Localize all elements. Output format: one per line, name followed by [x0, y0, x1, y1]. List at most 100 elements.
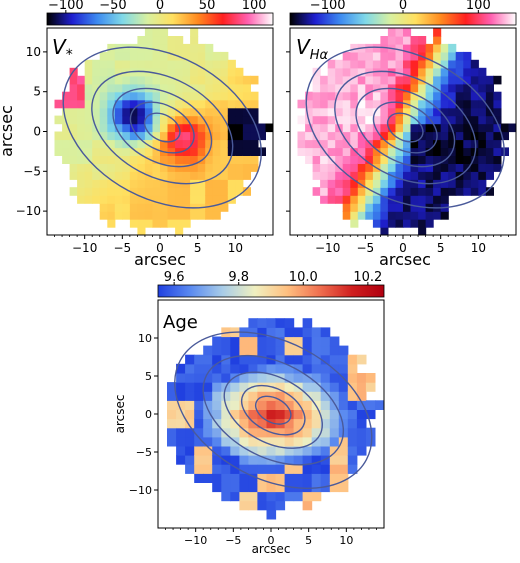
map-pixel: [327, 179, 336, 188]
map-pixel: [257, 373, 267, 383]
map-pixel: [350, 43, 359, 53]
map-pixel: [350, 139, 359, 149]
map-pixel: [327, 131, 336, 141]
map-pixel: [152, 187, 161, 196]
map-pixel: [160, 139, 169, 149]
map-pixel: [440, 131, 449, 141]
map-pixel: [92, 59, 101, 69]
map-pixel: [433, 211, 442, 220]
map-pixel: [356, 400, 367, 410]
map-pixel: [470, 115, 479, 125]
map-pixel: [418, 163, 427, 172]
map-pixel: [137, 36, 146, 45]
map-pixel: [284, 464, 295, 474]
map-pixel: [160, 123, 169, 133]
colorbar-tick-label: 9.6: [164, 270, 185, 285]
map-pixel: [175, 83, 184, 93]
isophote-contour: [305, 46, 505, 209]
map-pixel: [69, 147, 78, 156]
map-pixel: [107, 147, 116, 156]
map-pixel: [220, 91, 229, 101]
map-pixel: [190, 155, 199, 164]
map-pixel: [182, 75, 191, 85]
map-pixel: [485, 163, 494, 172]
map-pixel: [357, 51, 366, 61]
map-pixel: [448, 115, 457, 125]
map-pixel: [329, 418, 340, 429]
map-pixel: [212, 115, 221, 125]
map-pixel: [107, 91, 116, 101]
x-tick-label: 0: [268, 534, 275, 547]
map-pixel: [350, 147, 359, 156]
map-pixel: [77, 179, 86, 188]
isophote-contour: [143, 112, 181, 143]
map-pixel: [372, 171, 381, 180]
map-pixel: [227, 99, 236, 109]
map-pixel: [320, 427, 331, 438]
map-pixel: [342, 83, 351, 93]
map-pixel: [372, 115, 381, 125]
map-pixel: [235, 107, 244, 117]
map-pixel: [284, 336, 295, 347]
map-pixel: [190, 99, 199, 109]
map-pixel: [275, 354, 286, 365]
map-pixel: [77, 139, 86, 149]
map-pixel: [182, 219, 191, 228]
map-pixel: [305, 131, 314, 141]
map-pixel: [312, 147, 321, 156]
map-pixel: [275, 391, 286, 401]
map-pixel: [114, 211, 123, 220]
map-pixel: [433, 91, 442, 101]
map-pixel: [425, 83, 434, 93]
map-pixel: [455, 83, 464, 93]
map-pixel: [212, 203, 221, 212]
map-pixel: [137, 211, 146, 220]
map-pixel: [137, 155, 146, 164]
map-pixel: [197, 51, 206, 61]
map-pixel: [220, 163, 229, 172]
map-pixel: [403, 36, 412, 45]
map-pixel: [190, 147, 199, 156]
isophote-contour: [112, 87, 213, 168]
map-pixel: [122, 211, 131, 220]
map-pixel: [114, 115, 123, 125]
map-pixel: [387, 59, 396, 69]
map-pixel: [239, 482, 249, 493]
isophote-contour: [91, 70, 234, 185]
map-pixel: [203, 373, 213, 383]
map-pixel: [387, 28, 396, 37]
axes-vha: −10 −5 0 5 10: [286, 51, 509, 255]
map-pixel: [338, 400, 349, 410]
map-pixel: [372, 203, 381, 212]
map-pixel: [167, 155, 176, 164]
map-pixel: [235, 91, 244, 101]
map-pixel: [440, 139, 449, 149]
map-pixel: [365, 83, 374, 93]
map-pixel: [250, 115, 259, 125]
map-pixel: [203, 382, 213, 392]
map-pixel: [455, 155, 464, 164]
map-pixel: [144, 147, 153, 156]
map-pixel: [257, 123, 266, 133]
y-tick-label: 5: [33, 85, 41, 99]
map-pixel: [448, 43, 457, 53]
map-pixel: [327, 123, 336, 133]
map-pixel: [242, 187, 251, 196]
map-pixel: [176, 382, 186, 392]
map-pixel: [167, 123, 176, 133]
map-pixel: [257, 400, 267, 410]
map-pixel: [395, 187, 404, 196]
map-pixel: [185, 427, 195, 438]
map-pixel: [227, 139, 236, 149]
map-pixel: [275, 473, 286, 483]
map-pixel: [395, 163, 404, 172]
map-pixel: [92, 115, 101, 125]
map-pixel: [220, 83, 229, 93]
map-pixel: [221, 482, 231, 493]
map-pixel: [221, 418, 231, 429]
map-pixel: [380, 107, 389, 117]
map-pixel: [167, 400, 177, 410]
map-pixel: [137, 147, 146, 156]
map-pixel: [69, 75, 78, 85]
map-pixel: [129, 91, 138, 101]
